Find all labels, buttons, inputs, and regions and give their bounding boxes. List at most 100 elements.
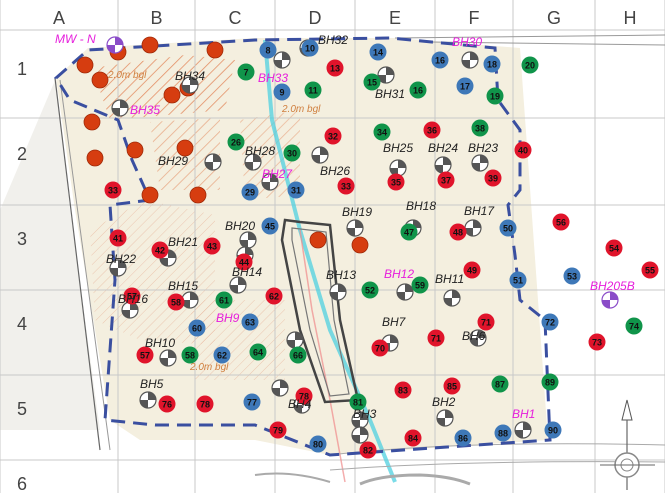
sample-point-blue[interactable]: 14 [369,43,387,61]
sample-point-blue[interactable]: 86 [454,429,472,447]
sample-point-red[interactable]: 37 [437,171,455,189]
sample-point-blue[interactable]: 77 [243,393,261,411]
sample-point-red[interactable]: 84 [404,429,422,447]
sample-point-blue[interactable]: 10 [301,39,319,57]
sample-point-green[interactable]: 47 [400,223,418,241]
sample-point-red[interactable]: 76 [158,395,176,413]
sample-point-blue[interactable]: 50 [499,219,517,237]
sample-point-red[interactable]: 85 [443,377,461,395]
sample-point-red[interactable]: 48 [449,223,467,241]
sample-point-blue[interactable]: 8 [259,41,277,59]
svg-text:59: 59 [415,281,425,291]
sample-point-green[interactable]: 38 [471,119,489,137]
sample-point-blue[interactable]: 53 [563,267,581,285]
sample-point-red[interactable]: 58 [167,293,185,311]
borehole-icon [229,276,247,294]
sample-point-blue[interactable]: 72 [541,313,559,331]
sample-point-green[interactable]: 61 [215,291,233,309]
svg-text:57: 57 [140,351,150,361]
borehole-icon [311,146,329,164]
grid-row-label: 2 [17,144,27,164]
svg-text:15: 15 [367,78,377,88]
sample-point-blue[interactable]: 31 [287,181,305,199]
sample-point-green[interactable]: 7 [237,63,255,81]
sample-point-green[interactable]: 30 [283,144,301,162]
sample-point-red[interactable]: 57 [136,346,154,364]
borehole-icon [244,153,262,171]
sample-point-blue[interactable]: 45 [261,217,279,235]
sample-point-green[interactable]: 87 [491,375,509,393]
svg-text:79: 79 [273,426,283,436]
orange-marker [141,36,159,54]
sample-point-red[interactable]: 83 [394,381,412,399]
sample-point-green[interactable]: 16 [409,81,427,99]
sample-point-red[interactable]: 33 [104,181,122,199]
sample-point-blue[interactable]: 29 [241,183,259,201]
sample-point-green[interactable]: 74 [625,317,643,335]
sample-point-blue[interactable]: 90 [544,421,562,439]
sample-point-green[interactable]: 26 [227,133,245,151]
borehole-label: BH31 [375,87,405,101]
sample-point-blue[interactable]: 16 [431,51,449,69]
svg-text:17: 17 [460,82,470,92]
sample-point-red[interactable]: 71 [477,313,495,331]
sample-point-blue[interactable]: 18 [483,55,501,73]
sample-point-red[interactable]: 73 [588,333,606,351]
sample-point-red[interactable]: 78 [295,387,313,405]
sample-point-green[interactable]: 58 [181,346,199,364]
sample-point-green[interactable]: 66 [289,346,307,364]
sample-point-red[interactable]: 32 [324,127,342,145]
sample-point-red[interactable]: 35 [387,173,405,191]
sample-point-blue[interactable]: 9 [273,83,291,101]
sample-point-red[interactable]: 54 [605,239,623,257]
sample-point-red[interactable]: 42 [151,241,169,259]
borehole-label: BH20 [225,219,255,233]
sample-point-red[interactable]: 56 [552,213,570,231]
sample-point-red[interactable]: 39 [484,169,502,187]
sample-point-green[interactable]: 20 [521,56,539,74]
sample-point-red[interactable]: 44 [235,253,253,271]
sample-point-red[interactable]: 71 [427,329,445,347]
sample-point-blue[interactable]: 17 [456,77,474,95]
sample-point-green[interactable]: 59 [411,276,429,294]
sample-point-green[interactable]: 52 [361,281,379,299]
sample-point-red[interactable]: 41 [109,229,127,247]
sample-point-blue[interactable]: 60 [188,319,206,337]
svg-text:33: 33 [108,186,118,196]
sample-point-green[interactable]: 11 [304,81,322,99]
sample-point-blue[interactable]: 51 [509,271,527,289]
svg-text:53: 53 [567,272,577,282]
borehole-label: BH12 [384,267,414,281]
svg-text:86: 86 [458,434,468,444]
sample-point-red[interactable]: 13 [326,59,344,77]
sample-point-blue[interactable]: 80 [309,435,327,453]
borehole-icon [464,219,482,237]
sample-point-green[interactable]: 64 [249,343,267,361]
borehole-icon [346,219,364,237]
sample-point-green[interactable]: 15 [363,73,381,91]
sample-point-red[interactable]: 82 [359,441,377,459]
sample-point-blue[interactable]: 62 [213,346,231,364]
sample-point-blue[interactable]: 63 [241,313,259,331]
sample-point-red[interactable]: 49 [463,261,481,279]
sample-point-red[interactable]: 55 [641,261,659,279]
sample-point-green[interactable]: 34 [373,123,391,141]
sample-point-red[interactable]: 33 [337,177,355,195]
sample-point-green[interactable]: 81 [349,393,367,411]
sample-point-red[interactable]: 43 [203,237,221,255]
grid-col-label: G [547,8,561,28]
sample-point-red[interactable]: 62 [265,287,283,305]
sample-point-red[interactable]: 36 [423,121,441,139]
sample-point-red[interactable]: 57 [123,287,141,305]
sample-point-green[interactable]: 89 [541,373,559,391]
sample-point-red[interactable]: 40 [514,141,532,159]
sample-point-blue[interactable]: 88 [494,424,512,442]
svg-text:37: 37 [441,176,451,186]
sample-point-green[interactable]: 19 [486,87,504,105]
sample-point-red[interactable]: 78 [196,395,214,413]
svg-text:63: 63 [245,318,255,328]
sample-point-red[interactable]: 70 [371,339,389,357]
svg-text:48: 48 [453,228,463,238]
sample-point-red[interactable]: 79 [269,421,287,439]
borehole-label: 2.0m bgl [107,70,147,81]
